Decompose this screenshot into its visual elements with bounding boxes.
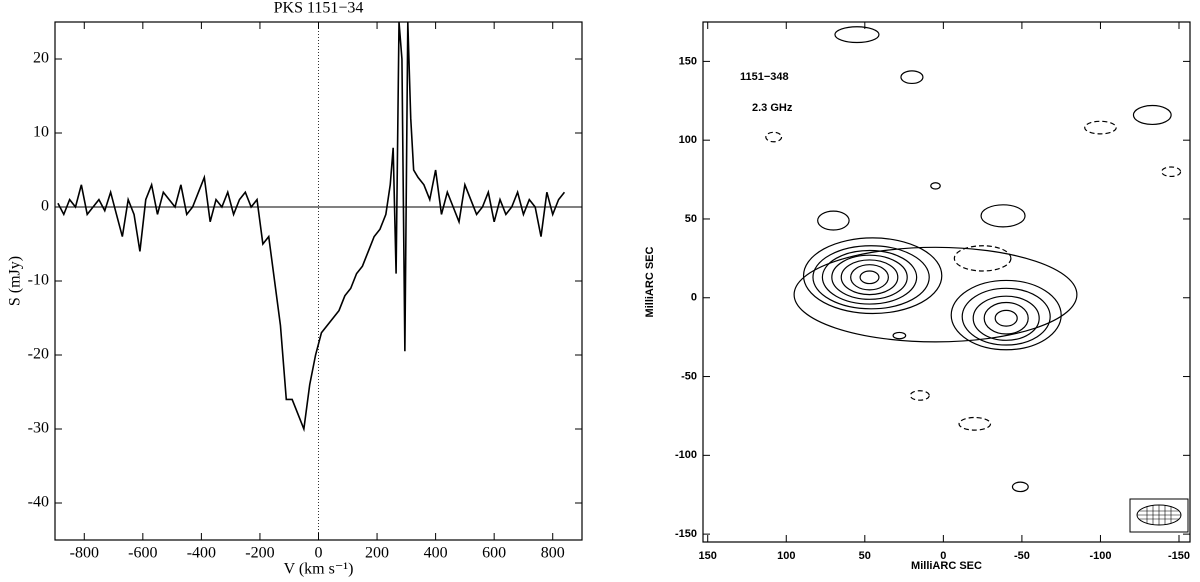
y-tick-label: -100 [675,449,697,461]
contour [840,259,899,296]
contour [909,390,930,401]
x-tick-label: 800 [541,545,565,562]
contour [850,264,889,291]
chart-title: PKS 1151−34 [274,0,364,17]
x-tick-label: -400 [187,545,216,562]
x-tick-label: 0 [315,545,323,562]
contour [983,301,1029,335]
contour [1084,120,1117,135]
y-tick-label: -50 [681,370,697,382]
y-axis-label: MilliARC SEC [644,247,656,318]
source-name: 1151−348 [740,71,789,83]
contour [961,287,1051,346]
frequency: 2.3 GHz [752,102,793,114]
contour [950,279,1062,351]
contour [793,246,1078,343]
y-tick-label: 0 [41,198,49,215]
contour [812,245,930,310]
y-tick-label: -20 [28,346,49,363]
x-axis-label: V (km s⁻¹) [284,561,354,578]
plot-frame [702,21,1191,543]
x-tick-label: 50 [859,550,871,562]
x-tick-label: -600 [128,545,157,562]
spectrum-line [57,22,566,433]
beam-box [1129,498,1189,533]
y-tick-label: -10 [28,272,49,289]
x-tick-label: 100 [777,550,795,562]
contour [1161,166,1182,178]
y-tick-label: -40 [28,494,49,511]
contour [859,270,880,285]
y-tick-label: 0 [691,292,697,304]
x-tick-label: -150 [1168,550,1190,562]
contour [834,26,880,44]
contour [900,70,924,85]
contour [994,309,1018,327]
x-tick-label: -800 [70,545,99,562]
y-tick-label: 150 [679,55,697,67]
contour [802,237,943,315]
x-tick-label: 0 [940,550,946,562]
contour [765,131,783,143]
x-tick-label: -100 [1089,550,1111,562]
y-tick-label: 10 [33,124,49,141]
y-tick-label: 100 [679,134,697,146]
y-axis-label: S (mJy) [7,256,24,306]
contour [831,254,908,300]
contour [821,249,918,305]
y-tick-label: 20 [33,50,49,67]
contour [1132,104,1172,126]
x-tick-label: -200 [245,545,274,562]
contour [972,295,1040,341]
contour [958,416,992,431]
x-tick-label: -50 [1014,550,1030,562]
x-tick-label: 400 [424,545,448,562]
y-tick-label: 50 [685,213,697,225]
contour [953,245,1012,272]
x-axis-label: MilliARC SEC [911,560,982,572]
y-tick-label: -30 [28,420,49,437]
contour [930,182,941,190]
x-tick-label: 150 [699,550,717,562]
contour [980,204,1026,228]
contour [892,331,907,340]
contour [817,210,850,231]
y-tick-label: -150 [675,528,697,540]
x-tick-label: 600 [482,545,506,562]
x-tick-label: 200 [365,545,389,562]
contour [1011,481,1029,493]
